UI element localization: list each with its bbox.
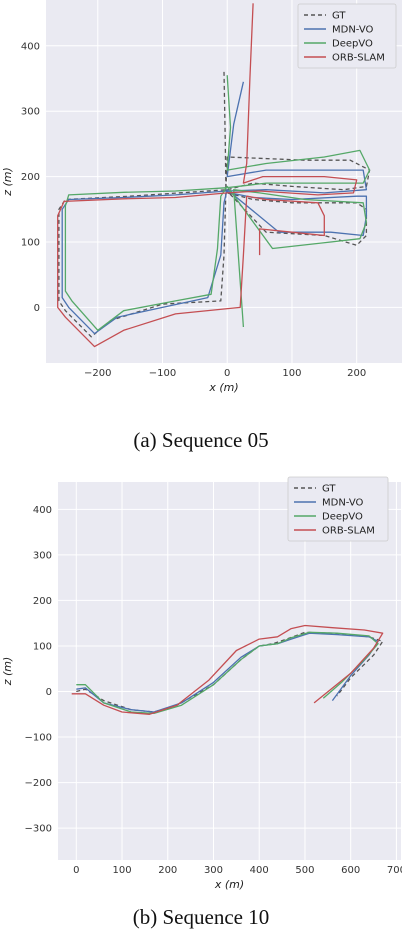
- seq10-series-deepvo: [76, 631, 379, 715]
- seq05-series-deepvo: [64, 75, 371, 331]
- seq10-x-axis-label: x (m): [214, 878, 244, 891]
- seq05-series-orb: [57, 3, 358, 348]
- seq05-x-tick-label: 100: [282, 368, 301, 379]
- seq05-legend-label-gt: GT: [332, 11, 346, 22]
- seq05-legend: GT MDN-VO DeepVO ORB-SLAM: [297, 3, 397, 69]
- seq10-y-tick-label: 200: [33, 596, 52, 607]
- seq10-x-tick-label: 0: [73, 865, 79, 876]
- chart-sequence-05: −200 −100 0 100 200 0 100 200 300 400 x (m) z (m) GT…: [1, 0, 402, 394]
- seq05-legend-label-deepvo: DeepVO: [332, 39, 373, 50]
- seq10-x-tick-label: 100: [112, 865, 131, 876]
- seq05-y-tick-label: 0: [34, 303, 40, 314]
- seq05-x-tick-label: 0: [224, 368, 230, 379]
- seq10-x-tick-label: 500: [295, 865, 314, 876]
- seq10-legend: GT MDN-VO DeepVO ORB-SLAM: [287, 476, 389, 542]
- seq10-legend-label-deepvo: DeepVO: [322, 512, 363, 523]
- seq10-x-tick-label: 200: [158, 865, 177, 876]
- seq10-y-tick-label: 300: [33, 550, 52, 561]
- seq05-y-tick-label: 300: [21, 107, 40, 118]
- seq10-y-tick-label: −100: [25, 733, 52, 744]
- seq10-x-tick-label: 700: [387, 865, 402, 876]
- seq10-y-tick-label: 400: [33, 505, 52, 516]
- seq10-series-orb: [71, 624, 384, 715]
- chart-sequence-10: 0 100 200 300 400 500 600 700 −300 −200 −100 0 100 20…: [1, 476, 402, 891]
- seq05-y-tick-label: 100: [21, 238, 40, 249]
- seq10-series-gt: [76, 631, 384, 713]
- seq10-legend-frame: [287, 476, 389, 542]
- seq10-legend-label-mdn: MDN-VO: [322, 498, 363, 509]
- seq10-y-tick-label: 0: [46, 687, 52, 698]
- figure-sequence-05: −200 −100 0 100 200 0 100 200 300 400 x (m) z (m) GT…: [1, 0, 402, 452]
- figure-sequence-10: 0 100 200 300 400 500 600 700 −300 −200 −100 0 100 20…: [0, 465, 402, 930]
- seq10-legend-label-gt: GT: [322, 484, 336, 495]
- seq10-y-axis-label: z (m): [1, 657, 14, 687]
- seq10-plot-area: [58, 482, 401, 860]
- seq05-y-tick-label: 200: [21, 172, 40, 183]
- seq05-series-gt: [58, 71, 371, 338]
- seq10-x-tick-label: 600: [341, 865, 360, 876]
- seq05-x-axis-label: x (m): [208, 381, 238, 394]
- seq05-legend-frame: [297, 3, 397, 69]
- seq05-x-tick-label: −100: [149, 368, 176, 379]
- seq05-x-tick-label: −200: [84, 368, 111, 379]
- seq10-x-tick-label: 400: [250, 865, 269, 876]
- caption-sequence-05: (a) Sequence 05: [133, 428, 269, 452]
- seq10-y-tick-label: −200: [25, 778, 52, 789]
- seq10-y-tick-label: 100: [33, 641, 52, 652]
- caption-sequence-10: (b) Sequence 10: [132, 905, 270, 929]
- seq05-y-tick-label: 400: [21, 41, 40, 52]
- seq05-legend-label-orb: ORB-SLAM: [332, 53, 385, 64]
- seq10-y-tick-label: −300: [25, 824, 52, 835]
- seq05-y-axis-label: z (m): [1, 167, 14, 197]
- seq10-legend-label-orb: ORB-SLAM: [322, 526, 375, 537]
- seq05-legend-label-mdn: MDN-VO: [332, 25, 373, 36]
- seq10-x-tick-label: 300: [204, 865, 223, 876]
- seq05-x-tick-label: 200: [347, 368, 366, 379]
